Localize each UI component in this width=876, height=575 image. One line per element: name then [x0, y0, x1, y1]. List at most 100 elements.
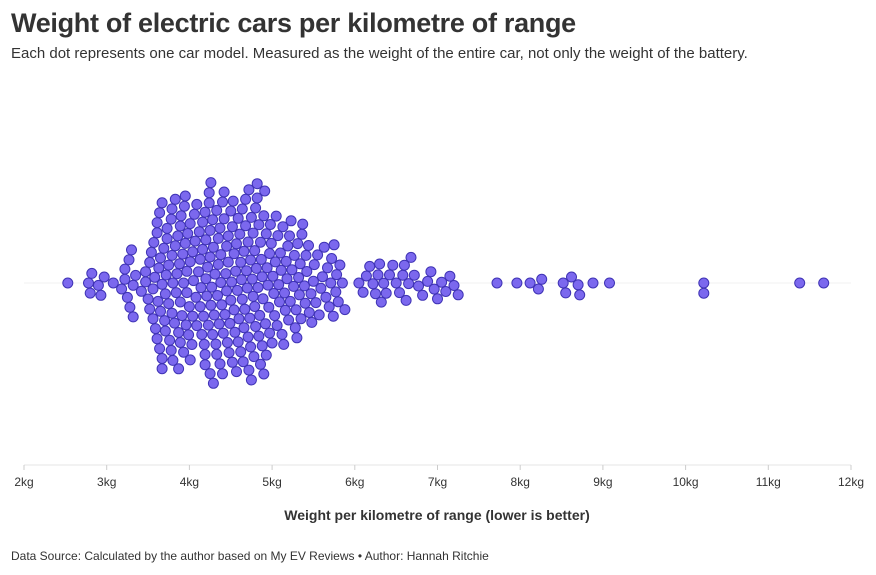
data-point: [188, 208, 200, 220]
data-point: [313, 309, 325, 321]
data-point: [394, 287, 405, 299]
data-point: [151, 217, 163, 229]
data-point: [587, 277, 599, 289]
data-point: [205, 177, 217, 189]
data-point: [174, 296, 186, 308]
data-point: [293, 289, 305, 301]
data-point: [238, 245, 250, 257]
x-tick-label: 4kg: [180, 475, 199, 489]
data-point: [233, 313, 245, 325]
data-point: [357, 286, 369, 298]
data-point: [83, 277, 94, 289]
data-point: [160, 269, 172, 281]
data-point: [256, 271, 268, 283]
data-point: [353, 277, 365, 289]
data-point: [183, 329, 195, 341]
data-point: [181, 265, 193, 277]
data-point: [390, 277, 402, 289]
data-point: [235, 346, 247, 358]
data-point: [152, 295, 164, 307]
data-point: [283, 314, 295, 326]
data-point: [260, 349, 272, 361]
data-point: [405, 251, 417, 263]
data-point: [444, 270, 456, 282]
data-point: [425, 266, 437, 278]
data-point: [572, 279, 584, 291]
data-point: [301, 266, 313, 277]
data-point: [298, 280, 310, 292]
data-point: [417, 289, 429, 301]
data-point: [107, 277, 119, 289]
data-point: [145, 246, 157, 258]
data-point: [227, 195, 239, 207]
data-point: [336, 277, 348, 289]
data-point: [300, 249, 312, 261]
chart-subtitle: Each dot represents one car model. Measu…: [11, 45, 748, 62]
data-point: [260, 318, 271, 330]
data-point: [166, 203, 178, 215]
data-point: [174, 220, 186, 232]
data-point: [144, 256, 156, 268]
data-point: [210, 338, 222, 350]
data-point: [250, 262, 262, 274]
data-point: [161, 222, 173, 234]
data-point: [62, 277, 74, 289]
data-point: [247, 227, 259, 239]
data-point: [200, 234, 212, 246]
x-axis-ticks: 2kg 3kg 4kg 5kg 6kg 7kg 8kg 9kg 10kg 11kg 12kg: [14, 465, 864, 489]
x-tick-label: 5kg: [262, 475, 281, 489]
data-point: [218, 213, 230, 225]
data-point: [214, 358, 226, 370]
data-point: [532, 283, 544, 295]
data-point: [432, 293, 443, 305]
data-point: [228, 248, 240, 260]
data-point: [198, 338, 210, 350]
data-point: [222, 230, 234, 242]
data-point: [221, 285, 233, 297]
data-point: [269, 310, 281, 322]
data-point: [148, 237, 160, 248]
data-point: [279, 304, 291, 316]
data-point: [175, 210, 187, 222]
data-point: [221, 240, 233, 252]
data-point: [271, 320, 283, 331]
data-point: [380, 287, 392, 299]
data-point: [119, 263, 131, 275]
data-point: [207, 329, 219, 340]
data-point: [195, 282, 207, 294]
data-point: [326, 253, 338, 264]
data-point: [398, 259, 410, 271]
data-point: [284, 230, 295, 242]
data-point: [293, 272, 305, 283]
data-point: [154, 207, 166, 219]
data-point: [272, 230, 284, 242]
data-point: [252, 282, 264, 293]
data-point: [211, 348, 223, 360]
data-point: [189, 235, 201, 247]
data-point: [167, 354, 179, 366]
data-point: [223, 347, 235, 359]
data-point: [190, 291, 202, 303]
data-point: [215, 249, 227, 261]
data-point: [116, 283, 128, 295]
data-point: [448, 280, 460, 291]
data-point: [253, 330, 265, 342]
data-point: [258, 210, 270, 222]
data-point: [323, 301, 335, 313]
data-point: [232, 212, 244, 224]
data-point: [188, 275, 199, 287]
data-point: [259, 185, 271, 197]
x-tick-label: 10kg: [673, 475, 699, 489]
data-point: [276, 328, 288, 340]
data-point: [126, 244, 137, 256]
x-tick-label: 7kg: [428, 475, 447, 489]
data-point: [288, 249, 300, 261]
data-point: [256, 340, 268, 352]
data-point: [204, 368, 216, 380]
data-point: [191, 320, 203, 332]
data-point: [127, 311, 139, 323]
data-point: [204, 224, 216, 236]
data-point: [184, 256, 196, 268]
data-point: [202, 319, 214, 331]
data-point: [294, 258, 306, 270]
